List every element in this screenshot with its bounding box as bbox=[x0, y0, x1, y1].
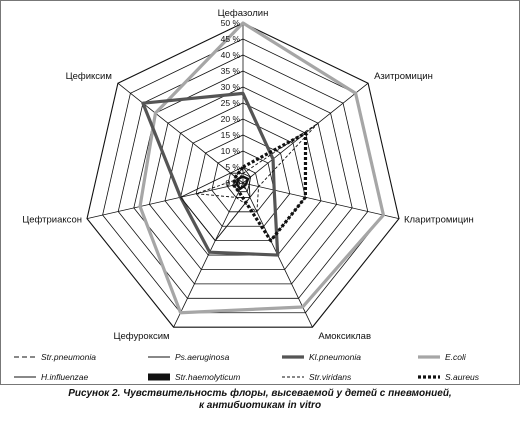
legend-label: Kl.pneumonia bbox=[309, 352, 361, 362]
legend-label: Str.pneumonia bbox=[41, 352, 96, 362]
tick-label: 15 % bbox=[221, 130, 241, 140]
axis-label: Цефтриаксон bbox=[22, 215, 82, 226]
axis-label: Цефазолин bbox=[218, 8, 269, 19]
axis-label: Цефуроксим bbox=[113, 331, 169, 342]
tick-label: 20 % bbox=[221, 114, 241, 124]
legend: Str.pneumonia Ps.aeruginosa Kl.pneumonia E.… bbox=[14, 352, 480, 382]
tick-label: 0 % bbox=[225, 178, 240, 188]
tick-label: 40 % bbox=[221, 50, 241, 60]
series-line-s-aureus bbox=[232, 131, 308, 243]
radar-spokes bbox=[86, 23, 400, 328]
tick-label: 30 % bbox=[221, 82, 241, 92]
legend-label: Str.haemolyticum bbox=[175, 372, 240, 382]
series-line-str-viridans bbox=[195, 122, 319, 213]
legend-label: H.influenzae bbox=[41, 372, 89, 382]
legend-label: E.coli bbox=[445, 352, 467, 362]
series-line-ps-aeruginosa bbox=[233, 166, 251, 193]
spoke-line bbox=[173, 182, 244, 328]
axis-label: Цефиксим bbox=[66, 71, 112, 82]
legend-label: Ps.aeruginosa bbox=[175, 352, 230, 362]
axis-label: Азитромицин bbox=[374, 71, 433, 82]
series-line-kl-pneumonia bbox=[141, 91, 280, 257]
tick-label: 10 % bbox=[221, 146, 241, 156]
spoke-line bbox=[117, 82, 244, 184]
spoke-line bbox=[86, 182, 244, 219]
radial-ticks: 0 % 5 % 10 % 15 % 20 % 25 % 30 % 35 % 40 % 45 % 50… bbox=[221, 18, 241, 188]
grid-ring bbox=[180, 118, 306, 242]
grid-ring bbox=[86, 22, 400, 328]
caption-line-1: Рисунок 2. Чувствительность флоры, высев… bbox=[68, 388, 452, 399]
grid-ring bbox=[211, 150, 275, 213]
spoke-line bbox=[242, 182, 400, 219]
grid-ring bbox=[117, 54, 369, 299]
axis-label: Кларитромицин bbox=[404, 215, 474, 226]
axis-label: Амоксиклав bbox=[318, 331, 371, 342]
grid-ring bbox=[195, 134, 291, 227]
grid-ring bbox=[148, 86, 338, 270]
tick-label: 5 % bbox=[225, 162, 240, 172]
legend-label: S.aureus bbox=[445, 372, 480, 382]
caption-line-2: к антибиотикам in vitro bbox=[198, 400, 322, 411]
tick-label: 25 % bbox=[221, 98, 241, 108]
axis-labels: Цефазолин Азитромицин Кларитромицин Амоксик… bbox=[22, 8, 473, 342]
chart-frame bbox=[0, 0, 520, 385]
series-line-str-haemolyticum bbox=[235, 175, 250, 190]
figure-caption: Рисунок 2. Чувствительность флоры, высев… bbox=[0, 388, 520, 412]
tick-label: 50 % bbox=[221, 18, 241, 28]
series-lines bbox=[138, 21, 385, 315]
tick-label: 35 % bbox=[221, 66, 241, 76]
tick-label: 45 % bbox=[221, 34, 241, 44]
legend-label: Str.viridans bbox=[309, 372, 352, 382]
